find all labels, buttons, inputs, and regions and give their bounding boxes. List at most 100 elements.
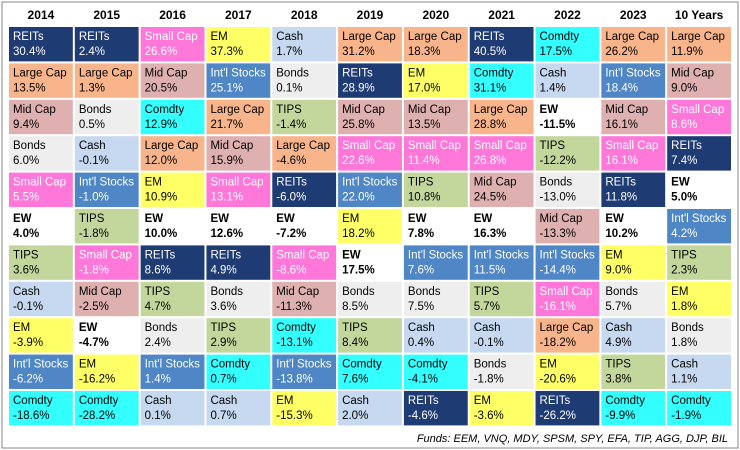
return-value: 26.2% [605,46,638,58]
return-value: 31.2% [342,46,375,58]
asset-class-label: REITs [605,177,636,189]
asset-class-label: EW [474,213,493,225]
asset-class-label: EW [605,213,624,225]
cell-background [667,281,731,317]
asset-class-label: Large Cap [474,104,528,116]
asset-class-label: EW [408,213,427,225]
cell-background [601,99,666,135]
return-value: 5.7% [605,301,631,313]
cell-background [535,318,600,353]
cell-background [338,245,402,280]
asset-class-label: Large Cap [408,31,462,43]
cell-background [9,318,73,353]
return-value: 17.0% [408,82,441,94]
cell-background [667,136,731,171]
cell-background [469,136,534,171]
return-value: -28.2% [79,410,115,422]
cell-background [206,99,271,135]
return-value: 26.6% [145,46,178,58]
cell-background [206,318,271,353]
cell-background [140,27,205,62]
return-value: 22.6% [342,155,375,167]
cell-background [140,136,205,171]
cell-background [338,209,402,244]
return-value: 18.4% [605,82,638,94]
asset-class-label: EM [671,286,688,298]
asset-class-label: Small Cap [342,140,395,152]
cell-background [272,63,337,98]
asset-class-label: Int'l Stocks [210,67,265,79]
cell-background [403,99,468,135]
cell-background [338,318,402,353]
cell-background [9,245,73,280]
cell-background [403,27,468,62]
asset-class-label: EW [145,213,164,225]
asset-class-label: Bonds [474,359,507,371]
return-value: -4.6% [408,410,438,422]
asset-class-label: Int'l Stocks [276,359,331,371]
column-header: 2018 [291,8,318,22]
asset-class-label: Small Cap [210,177,263,189]
return-value: 1.4% [145,374,171,386]
return-value: 12.6% [210,228,243,240]
column-header: 2016 [159,8,186,22]
return-value: 0.5% [79,119,105,131]
asset-class-label: TIPS [605,359,631,371]
asset-class-label: EM [342,213,359,225]
return-value: 16.1% [605,155,638,167]
return-value: 4.7% [145,301,171,313]
cell-background [9,99,73,135]
cell-background [667,245,731,280]
cell-background [74,245,139,280]
cell-background [667,391,731,426]
cell-background [9,209,73,244]
cell-background [74,318,139,353]
asset-class-label: Comdty [276,322,316,334]
cell-background [206,209,271,244]
return-value: 24.5% [474,192,507,204]
cell-background [272,245,337,280]
asset-class-label: Comdty [13,395,53,407]
cell-background [469,281,534,317]
return-value: 31.1% [474,82,507,94]
return-value: 22.0% [342,192,375,204]
asset-class-label: Mid Cap [79,286,122,298]
asset-class-label: EM [79,359,96,371]
return-value: 7.5% [408,301,434,313]
return-value: 8.6% [145,264,171,276]
asset-class-label: Bonds [408,286,441,298]
return-value: -1.8% [474,374,504,386]
asset-class-label: Small Cap [276,249,329,261]
asset-class-label: REITs [276,177,307,189]
asset-class-label: Mid Cap [13,104,56,116]
return-value: -1.0% [79,192,109,204]
cell-background [272,209,337,244]
asset-class-label: Bonds [342,286,375,298]
cell-background [140,63,205,98]
asset-class-label: Large Cap [540,322,594,334]
return-value: 10.2% [605,228,638,240]
asset-class-label: EW [210,213,229,225]
asset-class-label: Comdty [605,395,645,407]
cell-background [601,391,666,426]
asset-class-label: EW [13,213,32,225]
asset-class-label: Cash [540,67,567,79]
return-value: 4.9% [210,264,236,276]
column-header: 2021 [488,8,515,22]
asset-class-label: Bonds [145,322,178,334]
cell-background [667,27,731,62]
asset-class-label: TIPS [671,249,697,261]
asset-class-label: Comdty [342,359,382,371]
asset-class-label: TIPS [79,213,105,225]
asset-class-label: Large Cap [210,104,264,116]
asset-class-label: Mid Cap [671,67,714,79]
return-value: -18.2% [540,337,576,349]
return-value: 9.4% [13,119,39,131]
cell-background [206,172,271,207]
return-value: 26.8% [474,155,507,167]
asset-class-label: TIPS [474,286,500,298]
return-value: 7.6% [408,264,434,276]
return-value: -16.2% [79,374,115,386]
cell-background [74,27,139,62]
asset-class-label: Large Cap [79,67,133,79]
